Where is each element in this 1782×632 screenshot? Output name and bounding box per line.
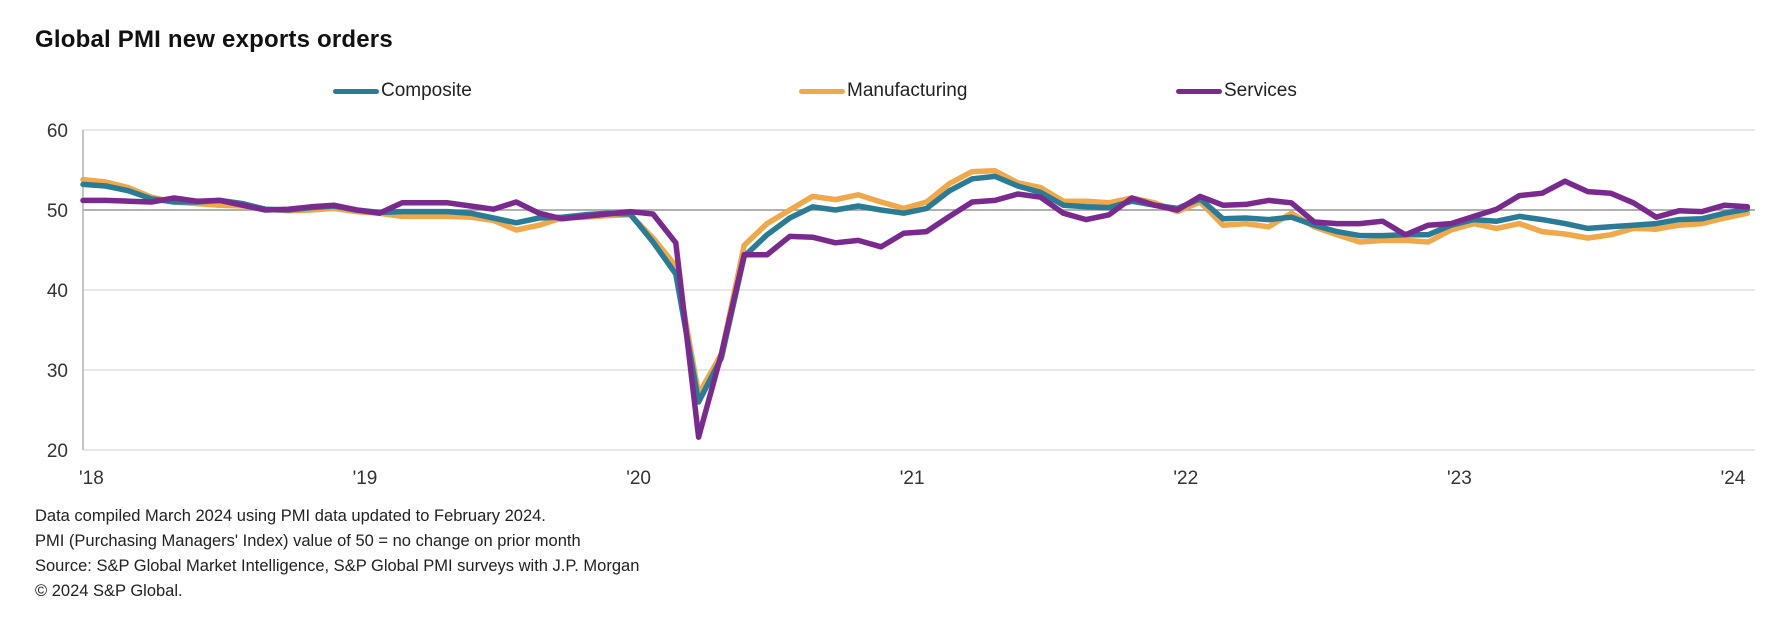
x-tick-label: '18 (79, 468, 104, 489)
x-axis-ticks: '18 '19 '20 '21 '22 '23 '24 (79, 468, 1746, 489)
y-tick-label: 60 (47, 121, 68, 142)
legend-item-manufacturing: Manufacturing (799, 80, 967, 102)
legend-swatch-manufacturing (799, 88, 845, 94)
footer-note-pmi-definition: PMI (Purchasing Managers' Index) value o… (35, 532, 581, 550)
y-tick-label: 30 (47, 361, 68, 382)
legend-item-services: Services (1176, 80, 1297, 102)
legend-label-services: Services (1224, 80, 1297, 101)
footer-copyright: © 2024 S&P Global. (35, 582, 183, 600)
footer-note-compiled: Data compiled March 2024 using PMI data … (35, 507, 546, 525)
legend-swatch-composite (333, 88, 379, 94)
legend-item-composite: Composite (333, 80, 472, 102)
legend-swatch-services (1176, 88, 1222, 94)
series-line-services (80, 178, 1751, 440)
chart-footer: Data compiled March 2024 using PMI data … (35, 504, 639, 604)
x-tick-label: '24 (1721, 468, 1746, 489)
gridlines (82, 129, 1755, 451)
y-tick-label: 50 (47, 201, 68, 222)
legend-label-manufacturing: Manufacturing (847, 80, 968, 101)
series-lines (80, 168, 1751, 440)
y-tick-label: 20 (47, 441, 68, 462)
x-tick-label: '21 (900, 468, 925, 489)
x-tick-label: '20 (626, 468, 651, 489)
chart-title: Global PMI new exports orders (35, 26, 393, 53)
legend-label-composite: Composite (381, 80, 472, 101)
x-tick-label: '19 (353, 468, 378, 489)
footer-source: Source: S&P Global Market Intelligence, … (35, 557, 640, 575)
y-axis-ticks: 20 30 40 50 60 (47, 121, 68, 462)
x-tick-label: '23 (1447, 468, 1472, 489)
x-tick-label: '22 (1173, 468, 1198, 489)
y-tick-label: 40 (47, 281, 68, 302)
